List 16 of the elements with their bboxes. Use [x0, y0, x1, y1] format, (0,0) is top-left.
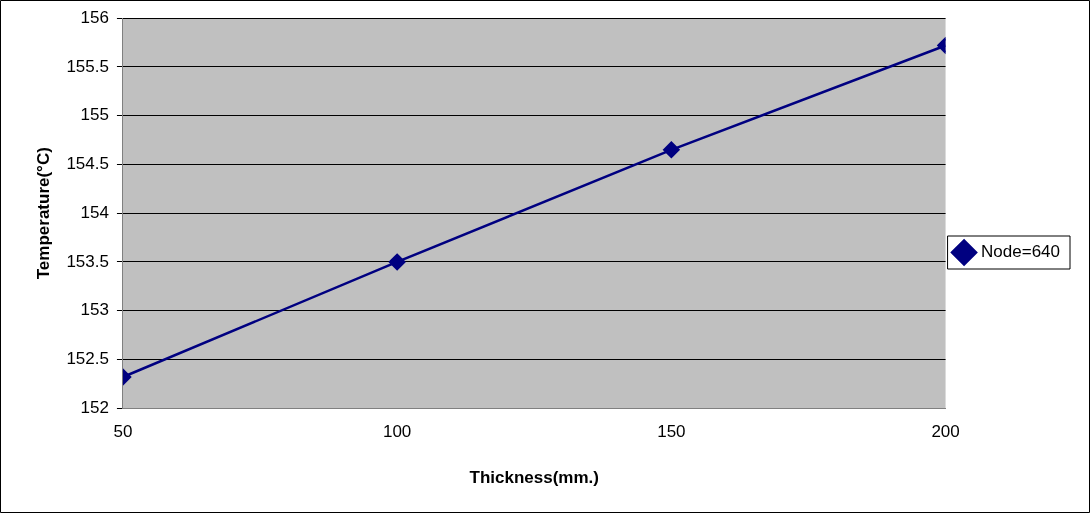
y-tick-label: 153	[80, 300, 109, 320]
x-tick-label: 150	[657, 422, 686, 442]
y-tick-label: 152	[80, 397, 109, 417]
y-tick-label: 156	[80, 7, 109, 27]
y-axis-title: Temperature(°C)	[33, 147, 53, 280]
x-tick-label: 100	[382, 422, 412, 442]
y-tick-label: 152.5	[66, 349, 109, 369]
y-tick-label: 155	[80, 105, 109, 125]
x-tick-label: 50	[113, 422, 133, 442]
legend-label: Node=640	[981, 242, 1061, 262]
y-tick-label: 154	[80, 202, 109, 222]
y-tick-label: 155.5	[66, 56, 109, 76]
y-tick-label: 154.5	[66, 154, 109, 174]
x-tick-label: 200	[931, 422, 960, 442]
x-axis-title: Thickness(mm.)	[469, 468, 599, 488]
y-tick-label: 153.5	[66, 251, 109, 271]
